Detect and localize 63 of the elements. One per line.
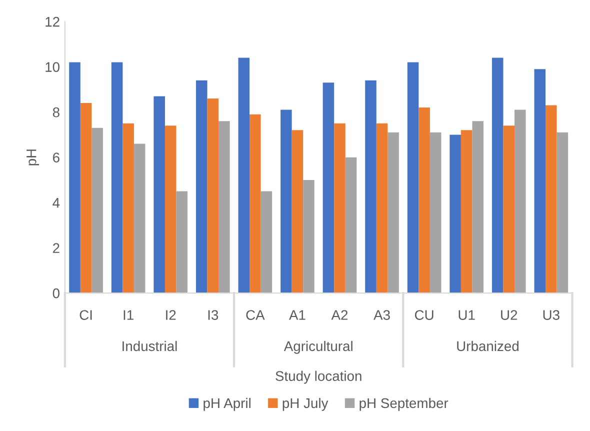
- bar: [534, 69, 546, 294]
- x-tick-label: A2: [331, 310, 348, 320]
- y-tick-label: 4: [52, 198, 60, 208]
- bar: [472, 121, 484, 294]
- bar: [388, 132, 399, 294]
- x-tick-label: U3: [543, 310, 560, 320]
- bar: [546, 105, 557, 294]
- bar: [238, 58, 250, 294]
- bar: [365, 80, 376, 294]
- y-tick-label: 8: [52, 107, 60, 118]
- bar: [334, 123, 346, 294]
- bar: [430, 132, 442, 294]
- bar: [280, 110, 292, 294]
- y-axis-title: pH: [26, 150, 40, 166]
- bar: [503, 126, 515, 294]
- y-tick-label: 2: [53, 243, 60, 253]
- y-tick-label: 10: [46, 62, 60, 72]
- bar: [80, 103, 92, 294]
- bar: [196, 80, 208, 294]
- y-tick-label: 12: [46, 16, 60, 27]
- bar: [176, 191, 188, 294]
- x-tick-label: U1: [458, 310, 475, 320]
- x-tick-label: I2: [166, 310, 176, 320]
- bar: [260, 191, 272, 294]
- bar: [134, 144, 146, 294]
- bar: [345, 157, 357, 294]
- bar: [407, 62, 419, 294]
- x-tick-label: CA: [246, 310, 265, 320]
- bar: [492, 58, 504, 294]
- bar: [164, 126, 176, 294]
- bar: [122, 123, 134, 294]
- bar: [460, 130, 472, 294]
- bar: [450, 134, 461, 294]
- bar: [69, 62, 80, 294]
- legend-label: pH April: [204, 398, 250, 411]
- bar: [303, 180, 314, 294]
- x-axis-title: Study location: [276, 370, 362, 384]
- bar: [322, 82, 334, 294]
- bar: [514, 110, 526, 294]
- text: Urbanized: [457, 340, 518, 352]
- legend-label: pH September: [360, 398, 448, 411]
- bar: [292, 130, 304, 294]
- x-tick-label: A3: [374, 310, 390, 320]
- bar: [250, 114, 261, 294]
- x-tick-label: CI: [80, 310, 92, 320]
- y-tick-label: 6: [53, 152, 60, 162]
- x-tick-label: A1: [288, 310, 306, 320]
- bar: [207, 98, 219, 294]
- text: Agricultural: [284, 340, 352, 354]
- bar: [418, 108, 430, 294]
- x-tick-label: I3: [208, 310, 218, 320]
- bar: [376, 123, 388, 294]
- bar: [556, 132, 568, 294]
- x-tick-label: CU: [414, 310, 434, 320]
- legend-label: pH July: [282, 398, 328, 411]
- x-tick-label: I1: [124, 310, 134, 320]
- text: Industrial: [122, 340, 177, 352]
- bar: [218, 121, 230, 294]
- y-tick-label: 0: [52, 288, 60, 298]
- bar: [154, 96, 165, 294]
- bar: [111, 62, 123, 294]
- bar: [92, 128, 103, 294]
- x-tick-label: U2: [501, 310, 518, 320]
